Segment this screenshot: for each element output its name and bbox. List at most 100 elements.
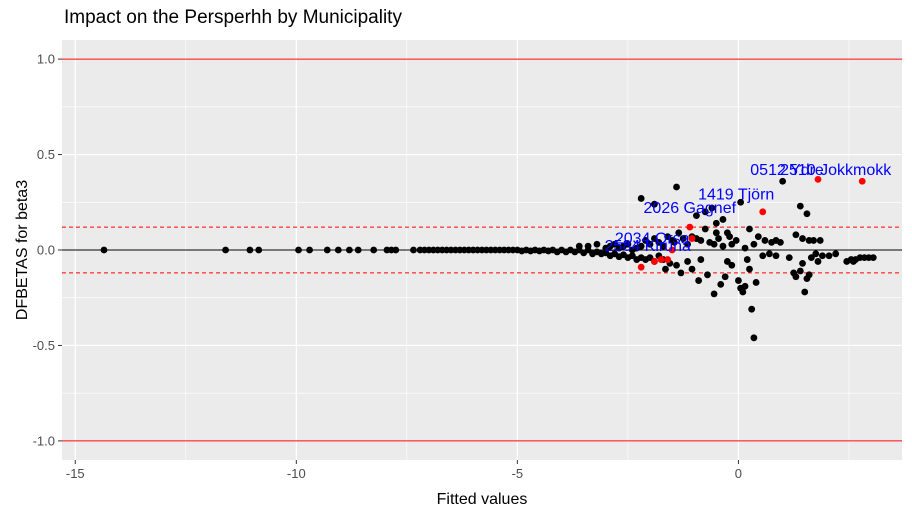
data-point [814, 258, 822, 265]
data-point [746, 225, 753, 233]
data-point [708, 204, 716, 212]
data-point [646, 240, 654, 248]
data-point [759, 252, 767, 260]
data-point [323, 246, 331, 254]
influential-point [858, 177, 866, 185]
influential-point [651, 258, 658, 265]
y-tick-label: 1.0 [37, 52, 55, 67]
point-label: 2584 Kiruna [605, 238, 691, 255]
data-point [869, 254, 877, 262]
data-points [100, 175, 877, 342]
influential-point [686, 223, 694, 231]
data-point [684, 240, 691, 248]
data-point [684, 258, 691, 265]
y-tick-label: 0.0 [37, 243, 55, 258]
influential-point [637, 263, 645, 271]
data-point [679, 235, 687, 242]
data-point [611, 240, 619, 248]
data-point [704, 271, 711, 279]
x-tick-label: -5 [512, 466, 524, 481]
data-point [695, 277, 703, 284]
data-point [662, 265, 669, 273]
data-point [712, 229, 720, 237]
influential-point [668, 246, 676, 254]
data-point [801, 288, 809, 296]
influential-point [664, 256, 672, 263]
axis-ticks: -15 -10 -5 0 -1.0 -0.5 0.0 0.5 1.0 [33, 52, 742, 481]
data-point [735, 277, 742, 284]
data-point [651, 200, 658, 208]
data-point [410, 246, 417, 254]
x-axis-title: Fitted values [437, 491, 528, 508]
data-point [593, 240, 601, 248]
data-point [673, 261, 680, 269]
data-point [295, 246, 302, 254]
data-point [779, 177, 787, 185]
data-point [637, 242, 645, 250]
data-point [832, 250, 840, 258]
data-point [750, 240, 758, 248]
data-point [628, 252, 636, 260]
data-point [750, 334, 758, 342]
data-point [670, 238, 678, 246]
data-point [719, 242, 727, 250]
influential-point [657, 256, 665, 263]
data-point [796, 267, 804, 275]
data-point [728, 240, 736, 248]
data-point [799, 235, 806, 242]
point-label: 0512 Ydre [750, 162, 824, 179]
x-tick-label: 0 [735, 466, 742, 481]
x-tick-label: -10 [287, 466, 306, 481]
data-point [637, 195, 645, 202]
data-point [246, 246, 254, 254]
data-point [754, 233, 762, 241]
data-point [752, 279, 760, 286]
influential-point [759, 208, 767, 216]
data-point [807, 254, 815, 262]
data-point [748, 305, 756, 313]
data-point [345, 246, 353, 254]
data-point [737, 198, 745, 206]
data-point [701, 208, 709, 216]
data-point [743, 256, 751, 263]
point-label: 1419 Tjörn [698, 187, 774, 204]
influential-point [814, 175, 822, 183]
data-point [664, 233, 672, 241]
data-point [825, 252, 833, 260]
data-point [732, 237, 740, 244]
data-point [765, 250, 773, 258]
data-point [255, 246, 263, 254]
data-point [697, 237, 705, 244]
data-point [772, 237, 780, 244]
data-point [772, 252, 780, 260]
data-point [741, 244, 749, 252]
data-point [810, 237, 817, 244]
data-point [819, 252, 826, 260]
influential-point [688, 235, 696, 242]
point-label: 2034 Orsa [615, 231, 690, 248]
data-point [816, 237, 824, 244]
data-point [370, 246, 378, 254]
data-point [100, 246, 108, 254]
data-point [642, 237, 649, 244]
data-point [721, 273, 729, 281]
data-point [792, 273, 800, 281]
data-point [697, 256, 705, 263]
data-point [728, 261, 736, 269]
data-point [812, 250, 820, 258]
data-point [805, 271, 813, 279]
data-point [675, 229, 683, 237]
y-tick-label: 0.5 [37, 147, 55, 162]
data-point [726, 233, 733, 241]
data-point [741, 282, 749, 290]
x-tick-label: -15 [66, 466, 85, 481]
data-point [803, 210, 811, 218]
point-label: 2026 Gagnef [644, 200, 737, 217]
data-point [761, 237, 769, 244]
data-point [334, 246, 342, 254]
data-point [717, 280, 725, 288]
chart-title: Impact on the Persperhh by Municipality [64, 7, 402, 28]
point-label: 2510 Jokkmokk [780, 162, 892, 179]
data-point [222, 246, 229, 254]
data-point [659, 242, 667, 250]
